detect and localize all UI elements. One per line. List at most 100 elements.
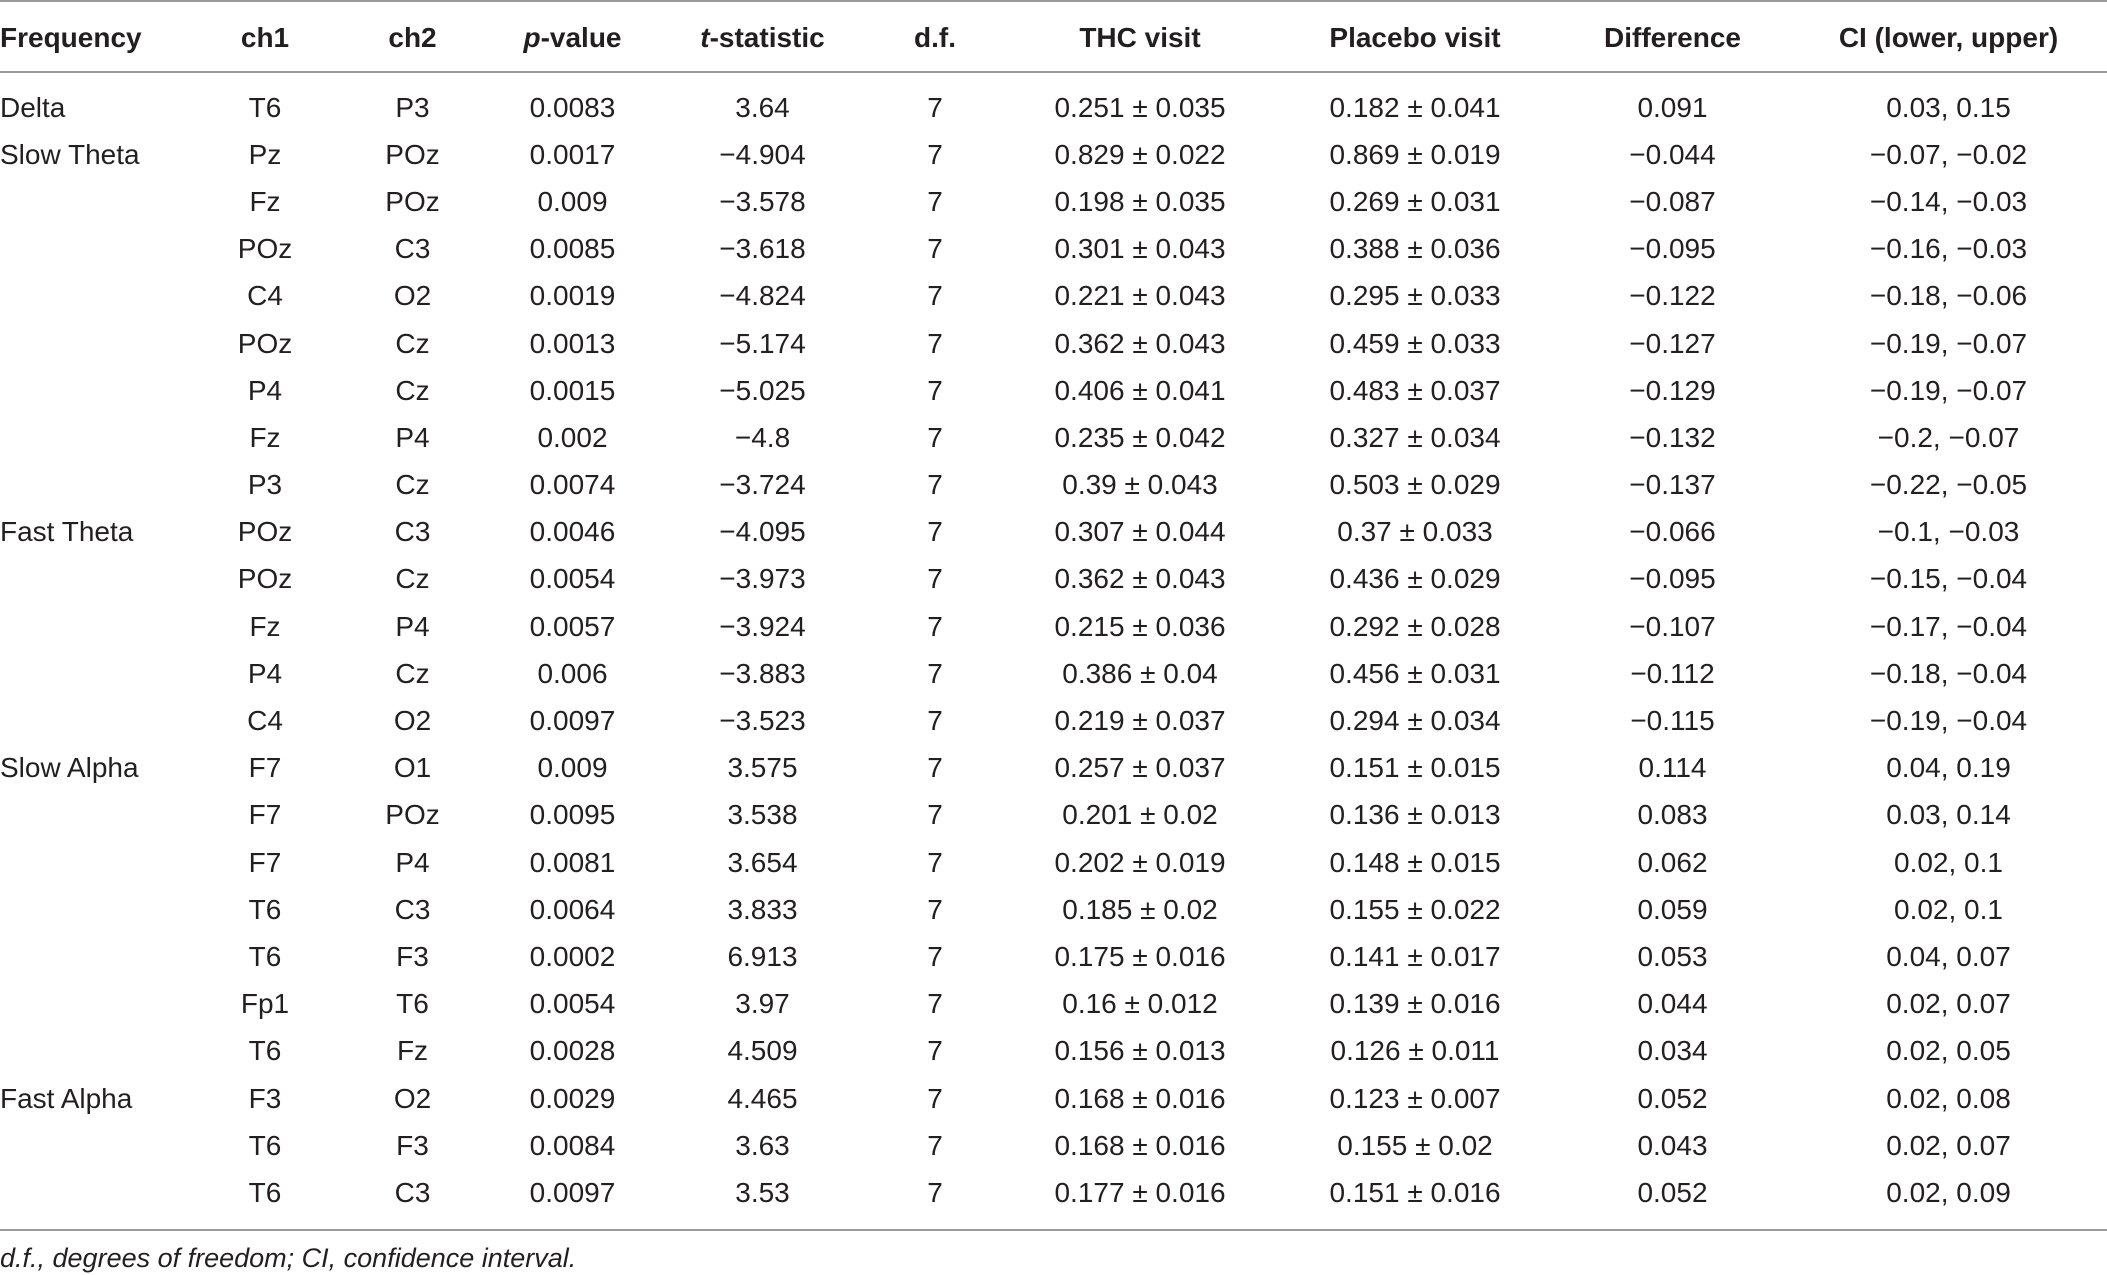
cell-t-statistic: −3.724: [719, 469, 806, 501]
cell-t-statistic: −3.523: [719, 705, 806, 737]
table-row: POz Cz 0.0054 −3.973 7 0.362 ± 0.043 0.436 ± 0…: [0, 556, 2107, 603]
cell-ci: −0.19, −0.07: [1869, 327, 2028, 359]
cell-p-value: 0.0002: [529, 940, 616, 972]
cell-placebo-visit: 0.139 ± 0.016: [1329, 988, 1501, 1020]
cell-ci: −0.16, −0.03: [1869, 233, 2028, 265]
cell-df: 7: [927, 940, 943, 972]
cell-p-value: 0.0064: [529, 893, 616, 925]
cell-frequency: [0, 367, 190, 414]
header-rule: [0, 71, 2107, 73]
cell-placebo-visit: 0.182 ± 0.041: [1329, 91, 1501, 123]
cell-difference: 0.053: [1637, 940, 1708, 972]
cell-df: 7: [927, 799, 943, 831]
cell-thc-visit: 0.175 ± 0.016: [1054, 940, 1226, 972]
cell-difference: 0.083: [1637, 799, 1708, 831]
column-header-label: Frequency: [0, 22, 142, 53]
cell-p-value: 0.0085: [529, 233, 616, 265]
column-header-ci: CI (lower, upper): [1790, 0, 2107, 74]
cell-ch2: O2: [393, 1082, 432, 1114]
cell-p-value: 0.009: [537, 752, 608, 784]
cell-ci: −0.14, −0.03: [1869, 185, 2028, 217]
cell-frequency: [0, 839, 190, 886]
cell-frequency: [0, 933, 190, 980]
cell-p-value: 0.0081: [529, 846, 616, 878]
column-header-italic-part: p: [523, 22, 541, 53]
table-row: T6 C3 0.0064 3.833 7 0.185 ± 0.02 0.155 ± 0.02…: [0, 886, 2107, 933]
column-header-label: -statistic: [709, 22, 825, 53]
cell-thc-visit: 0.16 ± 0.012: [1062, 988, 1218, 1020]
column-header-difference: Difference: [1555, 0, 1790, 74]
bottom-rule: [0, 1229, 2107, 1231]
cell-ch1: Fz: [249, 610, 281, 642]
cell-t-statistic: 3.538: [727, 799, 798, 831]
cell-ch1: F7: [248, 799, 282, 831]
cell-t-statistic: 3.63: [735, 1129, 790, 1161]
cell-difference: 0.043: [1637, 1129, 1708, 1161]
cell-ch1: T6: [248, 1176, 282, 1208]
cell-placebo-visit: 0.327 ± 0.034: [1329, 421, 1501, 453]
cell-difference: 0.052: [1637, 1176, 1708, 1208]
cell-ch2: Cz: [395, 657, 430, 689]
cell-frequency: [0, 981, 190, 1028]
table-row: Fp1 T6 0.0054 3.97 7 0.16 ± 0.012 0.139 ± 0.01…: [0, 981, 2107, 1028]
cell-ch1: P4: [247, 657, 283, 689]
cell-df: 7: [927, 563, 943, 595]
cell-difference: −0.132: [1629, 421, 1716, 453]
cell-ch2: C3: [394, 233, 431, 265]
cell-placebo-visit: 0.292 ± 0.028: [1329, 610, 1501, 642]
cell-ch1: F7: [248, 752, 282, 784]
cell-ch2: POz: [385, 185, 440, 217]
cell-df: 7: [927, 469, 943, 501]
column-header-thc-visit: THC visit: [1005, 0, 1275, 74]
table-row: Fz P4 0.002 −4.8 7 0.235 ± 0.042 0.327 ± 0.034…: [0, 414, 2107, 461]
cell-p-value: 0.0057: [529, 610, 616, 642]
cell-frequency: [0, 603, 190, 650]
cell-t-statistic: −4.095: [719, 516, 806, 548]
cell-ch2: P4: [395, 610, 430, 642]
cell-ch1: C4: [247, 705, 283, 737]
cell-df: 7: [927, 185, 943, 217]
cell-frequency: [0, 273, 190, 320]
cell-df: 7: [927, 280, 943, 312]
cell-ch1: POz: [237, 233, 293, 265]
cell-ci: −0.2, −0.07: [1877, 421, 2020, 453]
results-table-container: Frequency ch1 ch2 p-value t-statistic d.f. THC…: [0, 0, 2107, 1216]
cell-difference: 0.062: [1637, 846, 1708, 878]
table-header: Frequency ch1 ch2 p-value t-statistic d.f. THC…: [0, 0, 2107, 74]
cell-ch2: Cz: [395, 469, 430, 501]
cell-ci: −0.18, −0.04: [1869, 657, 2028, 689]
cell-ch2: C3: [394, 893, 431, 925]
cell-thc-visit: 0.362 ± 0.043: [1054, 563, 1226, 595]
cell-df: 7: [927, 233, 943, 265]
cell-difference: 0.052: [1637, 1082, 1708, 1114]
cell-p-value: 0.0074: [529, 469, 616, 501]
cell-difference: −0.129: [1629, 374, 1716, 406]
cell-p-value: 0.0054: [529, 988, 616, 1020]
cell-frequency: [0, 556, 190, 603]
cell-difference: −0.095: [1629, 563, 1716, 595]
cell-frequency: Delta: [0, 91, 66, 123]
cell-placebo-visit: 0.141 ± 0.017: [1329, 940, 1501, 972]
cell-ci: −0.19, −0.07: [1869, 374, 2028, 406]
cell-df: 7: [927, 846, 943, 878]
table-row: POz C3 0.0085 −3.618 7 0.301 ± 0.043 0.388 ± 0…: [0, 226, 2107, 273]
column-header-ch1: ch1: [190, 0, 340, 74]
cell-t-statistic: −3.618: [719, 233, 806, 265]
cell-ch1: C4: [247, 280, 283, 312]
column-header-label: ch1: [240, 22, 290, 53]
cell-p-value: 0.0084: [529, 1129, 616, 1161]
cell-t-statistic: −3.883: [719, 657, 806, 689]
cell-frequency: [0, 1169, 190, 1216]
cell-ch1: T6: [248, 91, 282, 123]
cell-placebo-visit: 0.456 ± 0.031: [1329, 657, 1501, 689]
cell-ch2: O1: [393, 752, 432, 784]
cell-difference: −0.044: [1629, 138, 1716, 170]
column-header-label: d.f.: [914, 22, 956, 53]
cell-p-value: 0.006: [537, 657, 608, 689]
cell-thc-visit: 0.301 ± 0.043: [1054, 233, 1226, 265]
table-row: P4 Cz 0.006 −3.883 7 0.386 ± 0.04 0.456 ± 0.03…: [0, 650, 2107, 697]
table-row: Slow Theta Pz POz 0.0017 −4.904 7 0.829 ± 0.02…: [0, 131, 2107, 178]
cell-df: 7: [927, 91, 943, 123]
cell-p-value: 0.0013: [529, 327, 616, 359]
cell-ch1: T6: [248, 1035, 282, 1067]
